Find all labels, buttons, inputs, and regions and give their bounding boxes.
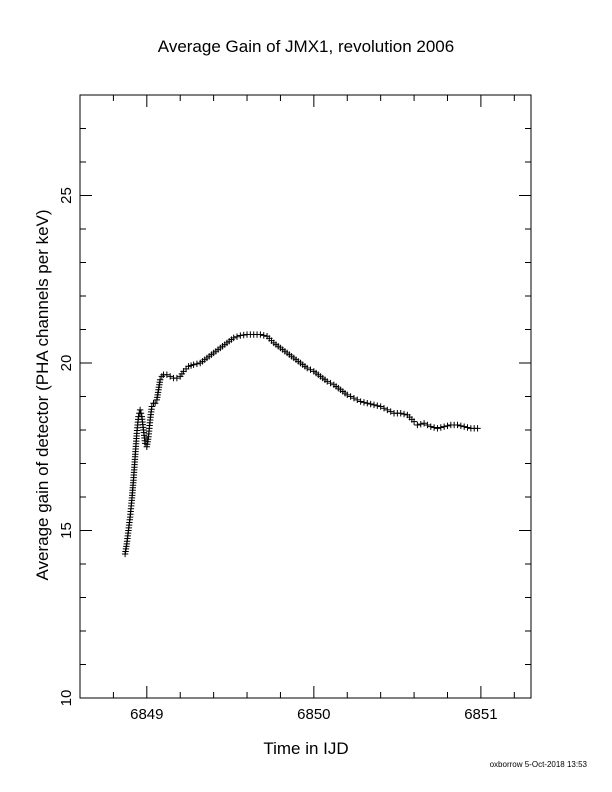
y-tick-labels: 10 15 20 25 [58, 187, 75, 706]
data-point [420, 420, 428, 427]
x-tick-label: 6849 [130, 706, 163, 723]
data-point [240, 331, 247, 339]
data-point [237, 332, 244, 339]
data-point [410, 418, 418, 425]
data-point [440, 423, 448, 430]
footer-stamp: oxborrow 5-Oct-2018 13:53 [490, 760, 588, 769]
data-point [257, 331, 264, 338]
data-point [233, 333, 241, 340]
data-point [474, 425, 481, 432]
data-point [427, 423, 434, 430]
data-point [148, 403, 156, 410]
data-point [400, 410, 408, 418]
data-point [464, 424, 471, 431]
plot-frame [79, 94, 532, 699]
data-point [444, 422, 451, 430]
y-tick-label: 10 [58, 690, 75, 707]
data-point [324, 378, 331, 385]
data-point [327, 379, 334, 387]
data-point [347, 393, 354, 400]
y-tick-label: 20 [58, 355, 75, 372]
data-point [230, 334, 237, 342]
data-point [163, 371, 171, 378]
data-point [260, 332, 267, 339]
data-point [158, 373, 166, 380]
x-axis-label: Time in IJD [263, 739, 348, 758]
data-point [384, 406, 391, 414]
data-point [156, 376, 164, 383]
data-point [357, 398, 364, 405]
data-point [387, 408, 394, 415]
data-point [380, 405, 388, 412]
data-point [173, 374, 181, 382]
x-tick-label: 6850 [297, 706, 330, 723]
data-point [360, 399, 368, 406]
y-axis-label: Average gain of detector (PHA channels p… [33, 209, 52, 580]
data-point [370, 401, 378, 409]
data-point [367, 400, 374, 408]
data-point [397, 410, 404, 417]
data-point [417, 420, 424, 428]
y-tick-label: 25 [58, 187, 75, 204]
axis-ticks [79, 94, 531, 699]
data-point [434, 425, 441, 432]
data-point [414, 421, 421, 429]
data-point [457, 422, 465, 430]
data-point [460, 423, 468, 430]
data-point [307, 366, 314, 373]
x-tick-labels: 6849 6850 6851 [130, 706, 497, 723]
x-tick-label: 6851 [464, 706, 497, 723]
data-point [424, 421, 431, 429]
data-point [344, 391, 351, 399]
data-point [377, 403, 384, 410]
y-tick-label: 15 [58, 522, 75, 539]
data-point [167, 373, 174, 380]
chart-title: Average Gain of JMX1, revolution 2006 [158, 37, 454, 56]
data-point [364, 400, 371, 407]
data-point [430, 424, 438, 431]
data-point [374, 402, 381, 409]
data-point [454, 421, 461, 429]
data-point [151, 400, 159, 407]
data-point [193, 360, 201, 368]
data-point [303, 364, 311, 372]
data-point [136, 406, 144, 414]
data-point [437, 424, 444, 431]
data-markers [121, 331, 481, 558]
data-point [137, 410, 145, 417]
data-point [354, 396, 361, 404]
data-point [350, 394, 358, 402]
data-point [190, 361, 197, 368]
